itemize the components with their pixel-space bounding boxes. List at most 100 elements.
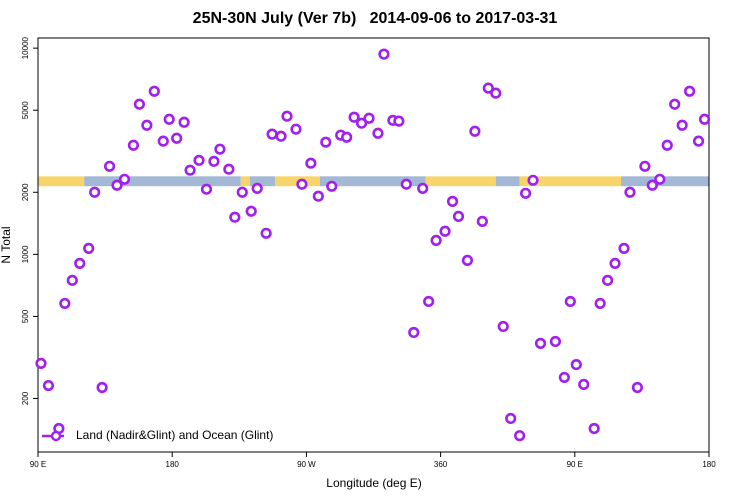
data-point [296,178,308,190]
data-point [452,210,465,222]
data-point [646,179,658,191]
data-point [171,132,183,144]
data-point [692,135,705,147]
data-point [618,242,630,254]
data-point [669,98,681,110]
y-tick-label: 500 [21,309,30,323]
data-point [482,82,494,94]
data-point [320,136,332,148]
legend-label: Land (Nadir&Glint) and Ocean (Glint) [76,428,273,442]
data-point [527,174,539,186]
data-point [245,205,257,217]
data-point [266,128,278,140]
y-tick-label: 200 [21,391,30,405]
data-point [178,116,190,128]
data-point [200,183,213,195]
data-point [514,430,526,442]
surface-band [495,176,520,187]
surface-band [425,176,496,187]
data-point [372,127,384,139]
data-point [184,164,196,176]
data-point [305,157,317,169]
data-point [83,242,95,254]
data-point [624,186,636,198]
data-point [400,178,412,190]
data-point [564,295,576,308]
y-tick-label: 5000 [21,101,30,119]
data-point [348,111,360,123]
data-point [103,160,116,172]
data-point [609,257,621,269]
data-point [378,48,390,60]
data-point [417,182,429,194]
data-point [251,182,263,194]
data-point [260,227,272,239]
chart-title: 25N-30N July (Ver 7b) 2014-09-06 to 2017… [193,10,558,27]
data-point [59,297,71,310]
data-point [497,320,509,333]
data-point [393,115,405,127]
x-tick-label: 90 E [30,460,46,469]
data-point [208,155,220,167]
data-point [214,143,226,155]
data-point [698,113,711,125]
data-point [163,113,175,125]
legend-marker [50,430,62,442]
data-point [312,190,324,202]
data-point [639,160,651,172]
surface-band [240,176,250,187]
data-point [588,422,600,435]
data-point [505,412,517,425]
data-point [326,180,338,192]
data-point [89,186,101,198]
data-point [476,215,488,227]
data-point [148,85,160,97]
data-point [602,274,614,286]
data-point [157,135,169,147]
data-point [74,257,86,269]
data-point [229,211,241,223]
x-tick-label: 360 [434,460,448,469]
y-tick-label: 2000 [21,183,30,201]
y-tick-label: 1000 [21,245,30,263]
x-tick-label: 180 [166,460,180,469]
data-point [141,119,153,131]
data-point [408,326,420,339]
data-point [549,335,562,348]
data-point [236,186,248,198]
data-point [676,119,688,131]
x-tick-label: 180 [702,460,716,469]
surface-band [249,176,276,187]
x-tick-label: 90 W [297,460,316,469]
data-point [275,130,287,142]
surface-band [319,176,426,187]
data-point [430,234,442,246]
x-tick-label: 90 E [567,460,583,469]
data-point [96,381,108,394]
data-point [446,195,459,207]
data-point [35,357,47,369]
data-point [469,125,481,137]
data-point [127,139,140,151]
data-point [423,295,435,308]
data-point [111,179,123,191]
data-point [558,371,570,384]
data-point [281,110,293,122]
data-point [355,117,368,129]
data-point [534,337,547,349]
data-point [42,379,55,392]
data-point [290,123,302,135]
data-point [133,98,145,110]
y-axis-label: N Total [0,226,13,263]
data-point [661,139,673,151]
plot-frame [37,37,710,453]
surface-band [38,176,85,187]
data-point [193,154,205,166]
data-point [363,112,375,124]
x-axis-label: Longitude (deg E) [326,476,421,490]
surface-band [84,176,241,187]
data-point [570,358,582,371]
data-point [684,85,696,97]
data-point [66,274,78,286]
